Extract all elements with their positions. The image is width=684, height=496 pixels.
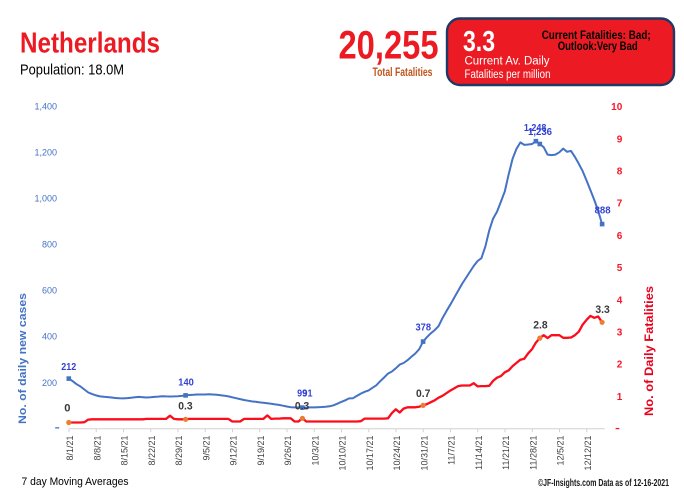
svg-text:1,000: 1,000 (34, 194, 57, 204)
svg-text:8/15/21: 8/15/21 (120, 436, 130, 466)
svg-text:3.3: 3.3 (463, 26, 495, 58)
svg-text:9/5/21: 9/5/21 (201, 436, 211, 461)
svg-text:91: 91 (303, 388, 313, 399)
svg-text:4: 4 (617, 295, 623, 306)
svg-text:800: 800 (42, 240, 57, 250)
svg-text:140: 140 (178, 377, 194, 388)
svg-text:8: 8 (617, 167, 623, 178)
svg-text:10: 10 (611, 102, 623, 113)
svg-text:200: 200 (42, 378, 57, 388)
svg-text:9: 9 (617, 134, 623, 145)
svg-text:9/26/21: 9/26/21 (283, 436, 293, 466)
svg-text:10/3/21: 10/3/21 (310, 436, 320, 466)
svg-text:12/12/21: 12/12/21 (583, 436, 593, 471)
svg-text:1,400: 1,400 (34, 101, 57, 111)
svg-text:5: 5 (617, 263, 623, 274)
svg-text:9/19/21: 9/19/21 (256, 436, 266, 466)
svg-text:Current Fatalities: Bad;: Current Fatalities: Bad; (542, 28, 651, 42)
svg-text:3: 3 (617, 328, 623, 339)
svg-text:0.3: 0.3 (178, 400, 192, 412)
svg-text:10/31/21: 10/31/21 (419, 436, 429, 471)
svg-text:1: 1 (617, 392, 623, 403)
svg-text:Total Fatalities: Total Fatalities (373, 65, 433, 79)
svg-text:12/5/21: 12/5/21 (556, 436, 566, 466)
svg-text:No. of Daily Fatalities: No. of Daily Fatalities (644, 286, 656, 416)
svg-text:3.3: 3.3 (595, 304, 609, 316)
svg-text:8/8/21: 8/8/21 (92, 436, 102, 461)
svg-text:8/1/21: 8/1/21 (65, 436, 75, 461)
svg-text:0: 0 (64, 402, 70, 414)
svg-text:7: 7 (617, 199, 623, 210)
svg-text:No. of daily new cases: No. of daily new cases (17, 293, 29, 424)
svg-text:Current Av. Daily: Current Av. Daily (465, 56, 550, 68)
svg-text:11/21/21: 11/21/21 (501, 436, 511, 470)
svg-text:600: 600 (42, 286, 57, 296)
svg-text:2.8: 2.8 (533, 319, 547, 331)
svg-text:0.7: 0.7 (416, 388, 430, 400)
svg-text:888: 888 (595, 206, 611, 217)
svg-text:11/7/21: 11/7/21 (447, 436, 457, 465)
svg-text:8/29/21: 8/29/21 (174, 436, 184, 466)
svg-text:©JF-Insights.com Data as of 1: ©JF-Insights.com Data as of 12-16-2021 (538, 478, 669, 489)
svg-text:2: 2 (617, 360, 623, 371)
svg-text:Fatalities per million: Fatalities per million (465, 69, 551, 81)
svg-text:20,255: 20,255 (339, 24, 439, 68)
svg-text:9/12/21: 9/12/21 (229, 436, 239, 466)
svg-text:99: 99 (297, 388, 307, 399)
svg-text:378: 378 (416, 323, 432, 334)
svg-text:1,236: 1,236 (528, 127, 552, 138)
svg-text:11/14/21: 11/14/21 (474, 436, 484, 470)
svg-text:Outlook:Very Bad: Outlook:Very Bad (558, 39, 638, 53)
svg-text:6: 6 (617, 231, 623, 242)
svg-text:8/22/21: 8/22/21 (147, 436, 157, 466)
svg-text:1,248: 1,248 (524, 123, 547, 134)
svg-text:400: 400 (42, 332, 57, 342)
svg-text:1,200: 1,200 (34, 148, 57, 158)
svg-text:212: 212 (61, 362, 76, 373)
svg-text:Population: 18.0M: Population: 18.0M (20, 62, 124, 78)
svg-text:0.3: 0.3 (295, 400, 309, 412)
svg-text:10/24/21: 10/24/21 (392, 436, 402, 471)
svg-text:7 day Moving Averages: 7 day Moving Averages (22, 476, 129, 488)
svg-text:Netherlands: Netherlands (20, 28, 160, 60)
svg-text:10/17/21: 10/17/21 (365, 436, 375, 471)
svg-text:11/28/21: 11/28/21 (528, 436, 538, 470)
svg-text:10/10/21: 10/10/21 (338, 436, 348, 471)
